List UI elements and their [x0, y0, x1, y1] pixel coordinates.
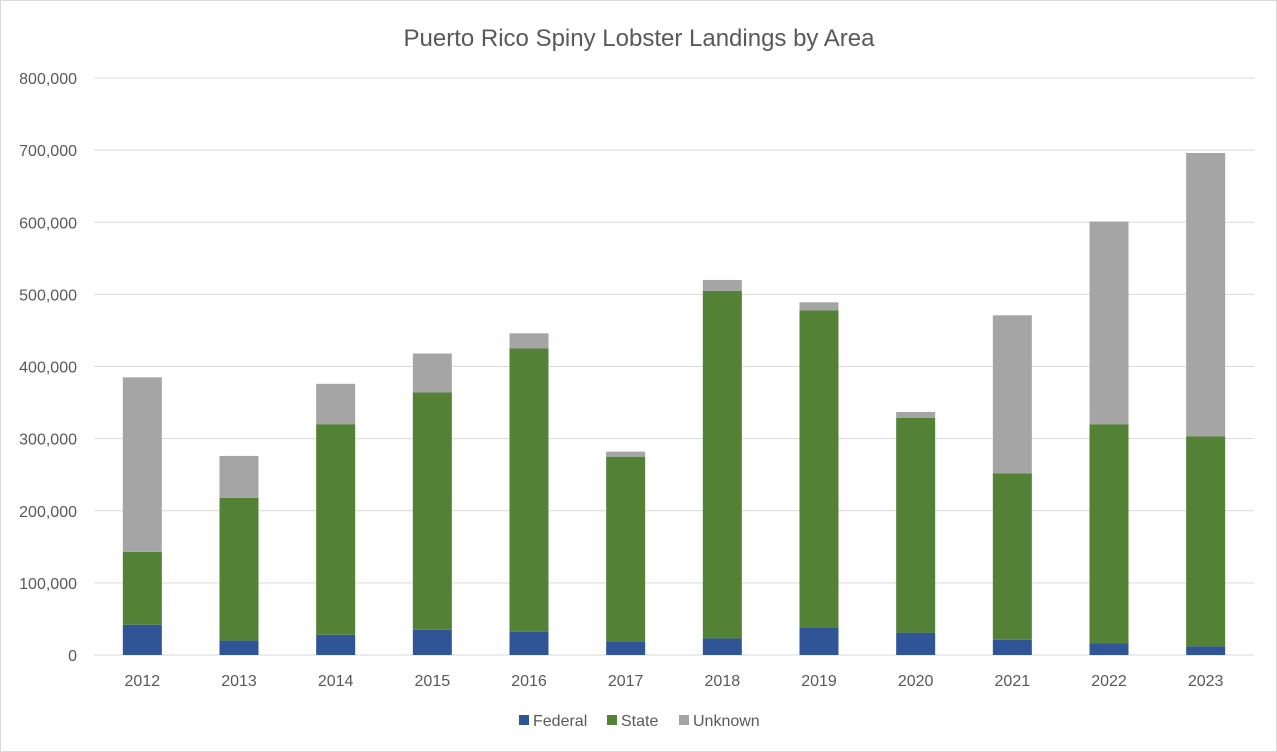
bars-layer: [122, 153, 1226, 655]
y-tick-label: 300,000: [19, 432, 77, 449]
bar-federal-2016: [509, 631, 549, 655]
grid-layer: [94, 77, 1254, 656]
x-tick-label: 2021: [995, 673, 1031, 690]
x-tick-label: 2015: [415, 673, 451, 690]
bar-federal-2018: [702, 638, 742, 655]
bar-state-2016: [509, 348, 549, 632]
y-tick-label: 500,000: [19, 287, 77, 304]
bar-unknown-2020: [896, 411, 936, 418]
bar-unknown-2018: [702, 279, 742, 291]
legend-swatch-federal: [519, 715, 529, 725]
bar-unknown-2019: [799, 302, 839, 311]
x-tick-label: 2023: [1188, 673, 1224, 690]
bar-state-2023: [1186, 436, 1226, 647]
y-tick-label: 100,000: [19, 576, 77, 593]
x-tick-label: 2022: [1091, 673, 1127, 690]
bar-unknown-2021: [992, 315, 1032, 474]
bar-federal-2013: [219, 640, 259, 655]
chart-title: Puerto Rico Spiny Lobster Landings by Ar…: [404, 25, 876, 52]
legend: Federal State Unknown: [519, 713, 760, 730]
bar-state-2020: [896, 417, 936, 633]
bar-federal-2019: [799, 627, 839, 655]
bar-state-2012: [122, 551, 162, 625]
bar-unknown-2012: [122, 377, 162, 552]
x-tick-label: 2018: [705, 673, 741, 690]
bar-unknown-2017: [606, 451, 646, 457]
bar-state-2021: [992, 473, 1032, 640]
x-tick-label: 2017: [608, 673, 644, 690]
bar-federal-2015: [412, 629, 452, 655]
y-tick-label: 600,000: [19, 215, 77, 232]
y-tick-label: 200,000: [19, 504, 77, 521]
bar-state-2014: [316, 424, 356, 635]
x-tick-label: 2012: [125, 673, 161, 690]
bar-federal-2017: [606, 641, 646, 655]
bar-state-2013: [219, 497, 259, 641]
y-tick-label: 0: [68, 648, 77, 665]
y-tick-label: 700,000: [19, 143, 77, 160]
bar-federal-2020: [896, 632, 936, 655]
x-tick-label: 2013: [221, 673, 257, 690]
legend-label-federal: Federal: [533, 713, 587, 730]
bar-unknown-2023: [1186, 153, 1226, 437]
y-tick-label: 400,000: [19, 360, 77, 377]
legend-label-unknown: Unknown: [693, 713, 760, 730]
bar-unknown-2014: [316, 383, 356, 425]
bar-state-2018: [702, 290, 742, 639]
bar-unknown-2022: [1089, 221, 1129, 425]
bar-state-2015: [412, 392, 452, 630]
bar-unknown-2013: [219, 455, 259, 498]
x-tick-label: 2019: [801, 673, 837, 690]
bar-federal-2022: [1089, 643, 1129, 655]
bar-federal-2012: [122, 624, 162, 655]
bar-unknown-2016: [509, 333, 549, 349]
y-tick-label: 800,000: [19, 71, 77, 88]
bar-federal-2023: [1186, 646, 1226, 655]
bar-state-2017: [606, 456, 646, 642]
axis-layer: 0 100,000 200,000 300,000 400,000 500,000 600,…: [19, 71, 1223, 690]
legend-swatch-unknown: [679, 715, 689, 725]
bar-federal-2014: [316, 634, 356, 655]
x-tick-label: 2016: [511, 673, 547, 690]
x-tick-label: 2020: [898, 673, 934, 690]
x-tick-label: 2014: [318, 673, 354, 690]
legend-label-state: State: [621, 713, 658, 730]
bar-unknown-2015: [412, 353, 452, 393]
bar-state-2019: [799, 310, 839, 628]
legend-swatch-state: [607, 715, 617, 725]
bar-state-2022: [1089, 424, 1129, 644]
bar-federal-2021: [992, 639, 1032, 655]
